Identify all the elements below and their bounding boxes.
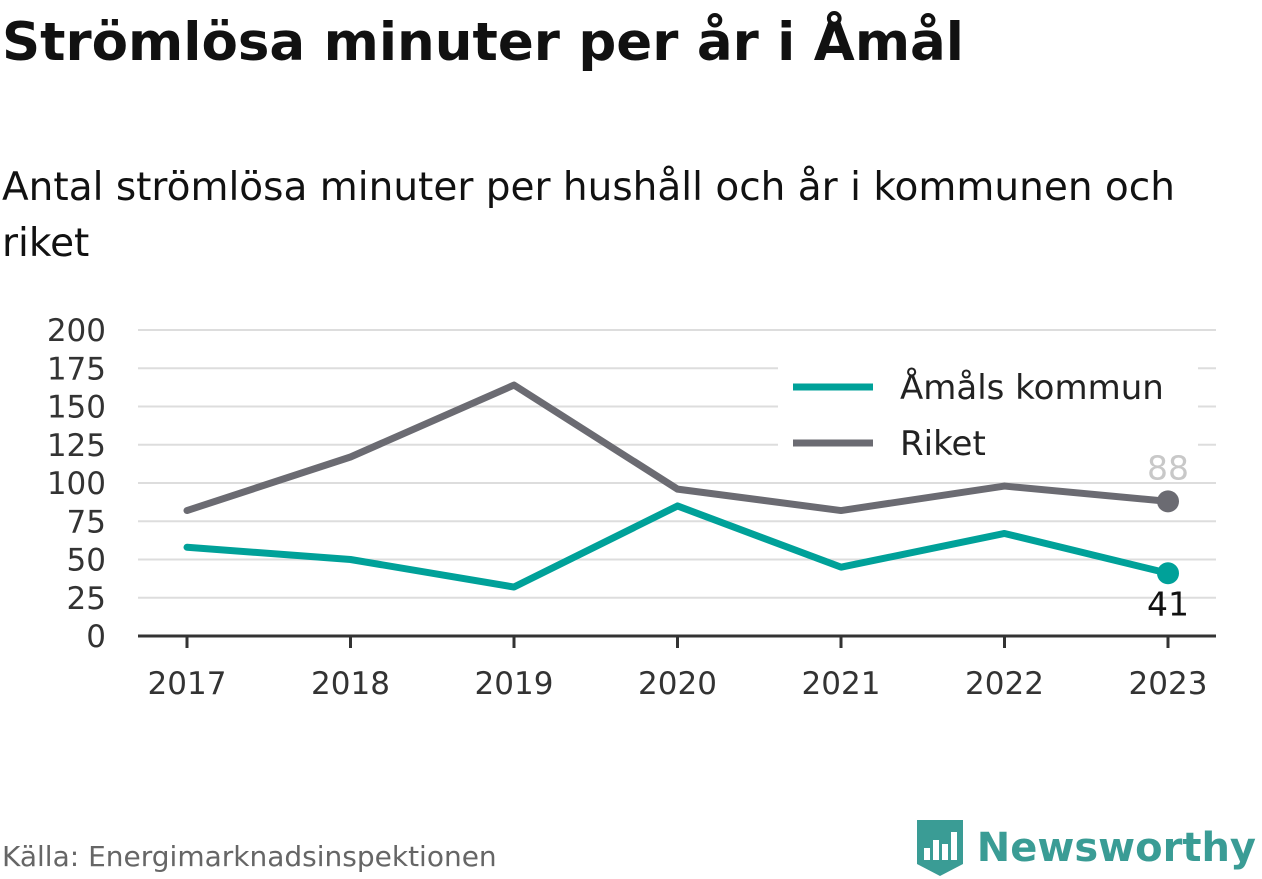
x-tick-label: 2021 [802,666,881,702]
source-note: Källa: Energimarknadsinspektionen [2,840,497,873]
bar-chart-logo-icon [916,820,963,876]
series-lines [183,381,1179,591]
brand-logo: Newsworthy [915,818,1256,878]
chart-subtitle: Antal strömlösa minuter per hushåll och … [2,165,1175,266]
y-tick-label: 100 [47,466,106,502]
data-point-riket [1157,490,1179,513]
series-line-amal [183,502,1172,591]
x-tick-label: 2017 [148,666,227,702]
y-tick-label: 0 [86,619,106,655]
legend-label-riket: Riket [900,424,986,464]
end-label-amal: 41 [1147,584,1189,623]
y-tick-label: 150 [47,390,106,426]
chart-title: Strömlösa minuter per år i Åmål [2,12,964,73]
y-tick-label: 25 [67,581,106,617]
legend-background [778,358,1198,480]
x-tick-label: 2019 [475,666,554,702]
x-axis: 2017 2018 2019 2020 2021 2022 2023 [138,634,1216,702]
data-point-amal [1157,562,1179,585]
y-tick-label: 175 [47,351,106,387]
y-tick-label: 75 [67,504,106,540]
end-label-riket: 88 [1147,448,1189,487]
y-tick-label: 50 [67,543,106,579]
x-tick-label: 2018 [311,666,390,702]
series-line-riket [183,381,1172,515]
brand-name: Newsworthy [976,825,1256,871]
legend: Åmåls kommun Riket [778,358,1198,480]
x-tick-label: 2023 [1129,666,1208,702]
x-tick-label: 2020 [638,666,717,702]
end-labels: 41 88 [1147,448,1189,623]
y-tick-label: 125 [47,428,106,464]
y-tick-label: 200 [47,313,106,349]
x-tick-label: 2022 [965,666,1044,702]
legend-label-amal: Åmåls kommun [900,367,1164,408]
